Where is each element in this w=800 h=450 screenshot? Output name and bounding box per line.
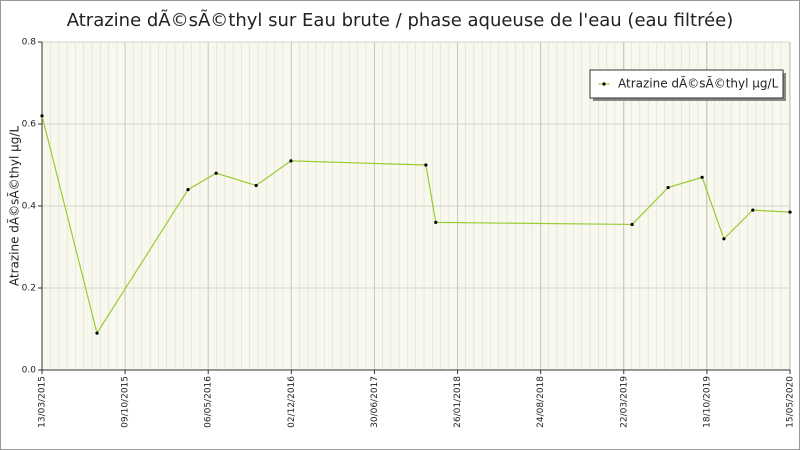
data-point bbox=[788, 210, 792, 214]
x-tick-label: 02/12/2016 bbox=[287, 376, 297, 428]
y-axis-label: Atrazine dÃ©sÃ©thyl µg/L bbox=[7, 126, 22, 287]
x-tick-label: 18/10/2019 bbox=[702, 376, 712, 428]
y-tick-label: 0.8 bbox=[22, 38, 37, 48]
x-tick-label: 26/01/2018 bbox=[453, 376, 463, 428]
data-point bbox=[254, 183, 258, 188]
y-tick-label: 0.4 bbox=[22, 202, 37, 212]
data-point bbox=[289, 159, 293, 163]
y-tick-label: 0.6 bbox=[22, 120, 37, 130]
data-point bbox=[40, 114, 44, 118]
x-tick-label: 09/10/2015 bbox=[121, 376, 131, 428]
y-tick-label: 0.0 bbox=[22, 366, 37, 376]
data-point bbox=[751, 208, 755, 212]
data-point bbox=[186, 188, 190, 192]
x-tick-label: 30/06/2017 bbox=[370, 376, 380, 428]
series-line bbox=[41, 115, 791, 335]
data-point bbox=[214, 171, 218, 175]
x-tick-label: 24/08/2018 bbox=[536, 376, 546, 428]
data-point bbox=[700, 175, 704, 179]
x-tick-label: 15/05/2020 bbox=[786, 376, 796, 428]
x-tick-label: 13/03/2015 bbox=[38, 376, 48, 428]
data-point bbox=[666, 185, 670, 190]
data-point bbox=[722, 237, 726, 241]
chart-title: Atrazine dÃ©sÃ©thyl sur Eau brute / phas… bbox=[67, 9, 734, 31]
legend-label: Atrazine dÃ©sÃ©thyl µg/L bbox=[618, 76, 779, 91]
x-tick-label: 06/05/2016 bbox=[204, 376, 214, 428]
y-tick-label: 0.2 bbox=[22, 284, 36, 294]
x-tick-label: 22/03/2019 bbox=[619, 376, 629, 428]
data-point bbox=[95, 331, 99, 335]
legend: Atrazine dÃ©sÃ©thyl µg/L bbox=[589, 69, 786, 101]
legend-box bbox=[589, 69, 784, 99]
data-point bbox=[630, 222, 634, 227]
data-point bbox=[434, 220, 438, 224]
data-point bbox=[424, 163, 428, 167]
legend-marker bbox=[602, 82, 606, 86]
